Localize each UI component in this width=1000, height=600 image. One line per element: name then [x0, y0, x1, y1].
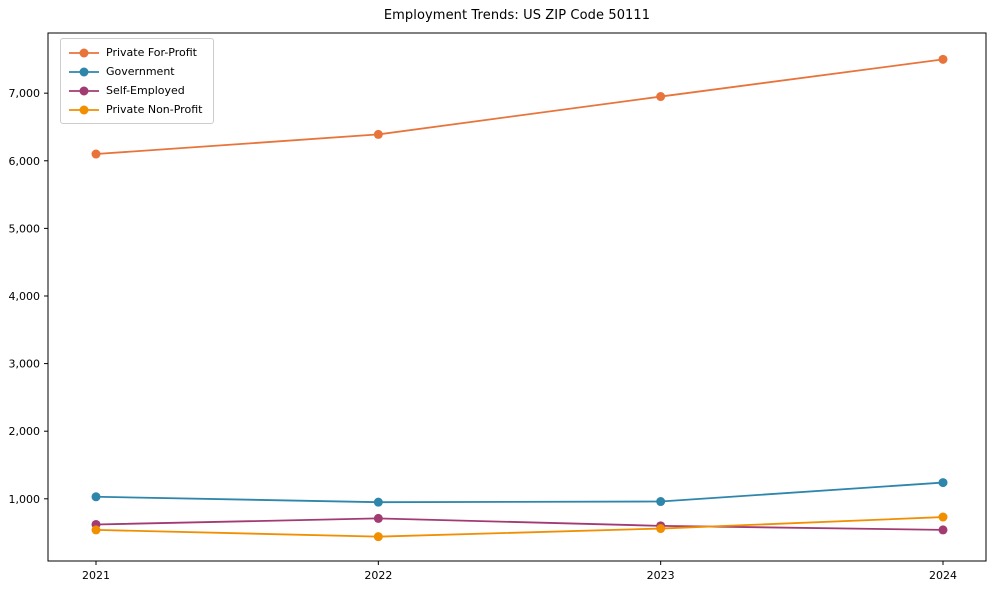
- data-point-private-non-profit: [656, 524, 666, 534]
- series-line-private-for-profit: [95, 58, 944, 155]
- data-point-government: [91, 492, 101, 502]
- legend-label: Government: [106, 65, 175, 78]
- y-axis-tick-label: 6,000: [9, 155, 41, 168]
- legend-line-marker-icon: [69, 48, 99, 57]
- legend-label: Private Non-Profit: [106, 103, 203, 116]
- legend-label: Private For-Profit: [106, 46, 197, 59]
- data-point-government: [656, 497, 666, 507]
- series-line-government: [95, 481, 944, 504]
- data-point-private-for-profit: [938, 54, 948, 64]
- x-axis-tick-label: 2022: [364, 569, 392, 582]
- y-axis-tick-label: 4,000: [9, 290, 41, 303]
- legend-item-private-for-profit: Private For-Profit: [69, 45, 202, 60]
- x-axis-tick-label: 2024: [929, 569, 957, 582]
- y-axis-tick-label: 7,000: [9, 87, 41, 100]
- legend-sample-marker: [79, 67, 89, 76]
- data-point-private-for-profit: [656, 92, 666, 102]
- data-point-self-employed: [373, 513, 383, 523]
- series-line-self-employed: [95, 517, 944, 531]
- data-point-self-employed: [938, 525, 948, 535]
- y-axis-tick-label: 3,000: [9, 358, 41, 371]
- legend-line-marker-icon: [69, 67, 99, 76]
- y-axis-tick-label: 1,000: [9, 493, 41, 506]
- data-point-private-non-profit: [91, 525, 101, 535]
- chart-title: Employment Trends: US ZIP Code 50111: [383, 8, 651, 23]
- legend-line-marker-icon: [69, 105, 99, 114]
- y-axis-tick-label: 5,000: [9, 222, 41, 235]
- data-point-private-for-profit: [373, 129, 383, 139]
- x-axis-tick-label: 2023: [647, 569, 675, 582]
- legend: Private For-Profit Government Self-Employe…: [60, 38, 215, 124]
- legend-sample-marker: [79, 48, 89, 57]
- legend-item-private-non-profit: Private Non-Profit: [69, 102, 202, 117]
- data-point-private-for-profit: [91, 149, 101, 159]
- data-point-private-non-profit: [373, 532, 383, 542]
- legend-line-marker-icon: [69, 86, 99, 95]
- legend-sample-marker: [79, 86, 89, 95]
- series-line-private-non-profit: [95, 516, 944, 538]
- y-axis-tick-label: 2,000: [9, 425, 41, 438]
- data-point-government: [373, 497, 383, 507]
- axes-spines: [47, 32, 987, 562]
- data-point-government: [938, 478, 948, 488]
- legend-sample-marker: [79, 105, 89, 114]
- data-point-private-non-profit: [938, 512, 948, 522]
- legend-item-self-employed: Self-Employed: [69, 83, 202, 98]
- legend-label: Self-Employed: [106, 84, 185, 97]
- legend-item-government: Government: [69, 64, 202, 79]
- x-axis-tick-label: 2021: [82, 569, 110, 582]
